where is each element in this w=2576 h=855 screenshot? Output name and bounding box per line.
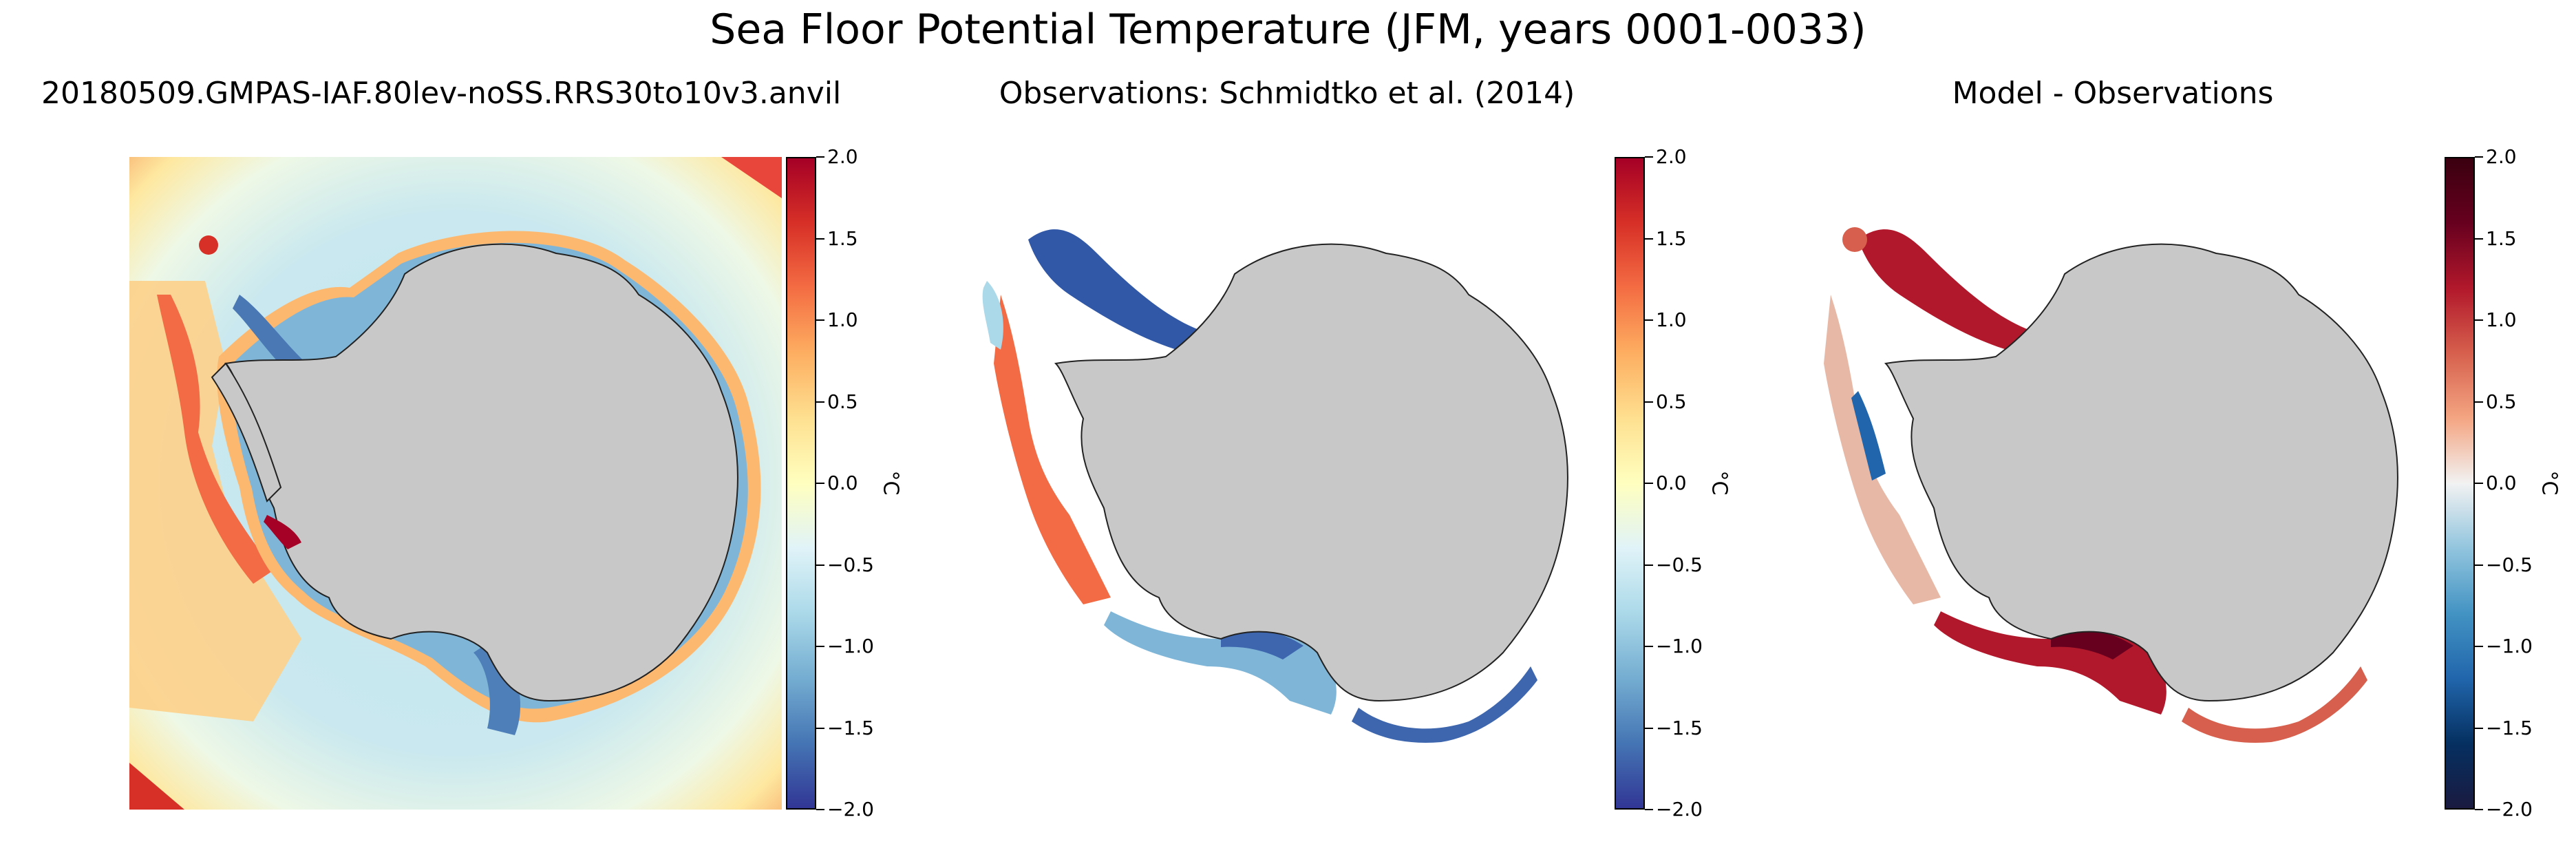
- colorbar-3-tick-label: 0.0: [2486, 472, 2517, 494]
- colorbar-1-unit: °C: [878, 470, 903, 496]
- observation-map: [959, 157, 1612, 810]
- model-map: [129, 157, 782, 810]
- colorbar-3-tick-label: 0.5: [2486, 390, 2517, 413]
- colorbar-3-tick-mark: [2475, 564, 2483, 566]
- colorbar-2-tick-mark: [1645, 401, 1653, 403]
- colorbar-2-tick-mark: [1645, 237, 1653, 240]
- colorbar-1-tick-label: 0.5: [827, 390, 858, 413]
- antarctica-land: [1884, 243, 2398, 702]
- colorbar-3-unit: °C: [2537, 470, 2562, 496]
- colorbar-2-tick-mark: [1645, 564, 1653, 566]
- panel-1-subtitle: 20180509.GMPAS-IAF.80lev-noSS.RRS30to10v…: [41, 76, 842, 111]
- colorbar-3-tick-label: −0.5: [2486, 553, 2533, 576]
- colorbar-2-tick-mark: [1645, 483, 1653, 484]
- colorbar-2: [1615, 157, 1645, 810]
- colorbar-2-tick-mark: [1645, 319, 1653, 321]
- colorbar-1-tick-mark: [816, 319, 824, 321]
- colorbar-1-tick-label: 1.0: [827, 308, 858, 331]
- colorbar-2-tick-label: −1.5: [1656, 716, 1703, 739]
- colorbar-2-tick-mark: [1645, 809, 1653, 810]
- difference-map: [1789, 157, 2442, 810]
- antarctica-land: [1054, 243, 1568, 702]
- colorbar-1-tick-mark: [816, 564, 824, 566]
- colorbar-2-unit: °C: [1707, 470, 1732, 496]
- colorbar-3-tick-mark: [2475, 319, 2483, 321]
- colorbar-3-tick-mark: [2475, 401, 2483, 403]
- colorbar-2-tick-label: −0.5: [1656, 553, 1703, 576]
- colorbar-2-tick-label: 0.0: [1656, 472, 1687, 494]
- colorbar-3-tick-mark: [2475, 483, 2483, 484]
- colorbar-1-tick-label: 2.0: [827, 145, 858, 168]
- colorbar-3-tick-label: −1.5: [2486, 716, 2533, 739]
- colorbar-2-tick-mark: [1645, 646, 1653, 647]
- colorbar-1-tick-label: −1.5: [827, 716, 874, 739]
- colorbar-1-tick-mark: [816, 646, 824, 647]
- colorbar-1-tick-mark: [816, 483, 824, 484]
- colorbar-1-tick-mark: [816, 401, 824, 403]
- colorbar-3-tick-label: −2.0: [2486, 798, 2533, 821]
- colorbar-1-tick-mark: [816, 727, 824, 729]
- colorbar-1-tick-mark: [816, 237, 824, 240]
- colorbar-1-tick-label: −2.0: [827, 798, 874, 821]
- colorbar-2-tick-label: 2.0: [1656, 145, 1687, 168]
- colorbar-2-tick-mark: [1645, 156, 1653, 158]
- colorbar-1-tick-label: 0.0: [827, 472, 858, 494]
- colorbar-3-tick-mark: [2475, 237, 2483, 240]
- colorbar-2-tick-label: −2.0: [1656, 798, 1703, 821]
- colorbar-3-tick-label: −1.0: [2486, 635, 2533, 657]
- colorbar-3-tick-mark: [2475, 727, 2483, 729]
- colorbar-2-tick-mark: [1645, 727, 1653, 729]
- colorbar-3-tick-mark: [2475, 809, 2483, 810]
- colorbar-1: [786, 157, 816, 810]
- colorbar-1-tick-label: −1.0: [827, 635, 874, 657]
- colorbar-2-tick-label: −1.0: [1656, 635, 1703, 657]
- figure-title: Sea Floor Potential Temperature (JFM, ye…: [710, 6, 1866, 54]
- colorbar-1-tick-label: 1.5: [827, 226, 858, 250]
- panel-2-subtitle: Observations: Schmidtko et al. (2014): [999, 76, 1575, 111]
- colorbar-1-tick-mark: [816, 809, 824, 810]
- colorbar-3-tick-mark: [2475, 156, 2483, 158]
- colorbar-2-tick-label: 0.5: [1656, 390, 1687, 413]
- colorbar-3-tick-label: 1.0: [2486, 308, 2517, 331]
- colorbar-2-tick-label: 1.0: [1656, 308, 1687, 331]
- colorbar-3-tick-label: 1.5: [2486, 226, 2517, 250]
- panel-3-subtitle: Model - Observations: [1952, 76, 2274, 111]
- colorbar-1-tick-mark: [816, 156, 824, 158]
- colorbar-1-tick-label: −0.5: [827, 553, 874, 576]
- colorbar-3-tick-mark: [2475, 646, 2483, 647]
- colorbar-2-tick-label: 1.5: [1656, 226, 1687, 250]
- colorbar-3-tick-label: 2.0: [2486, 145, 2517, 168]
- colorbar-3: [2445, 157, 2475, 810]
